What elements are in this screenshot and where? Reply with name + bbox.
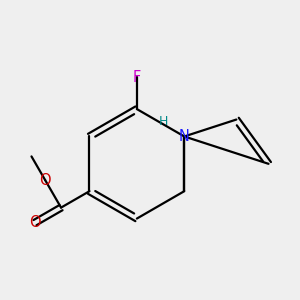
Text: O: O [39,172,51,188]
Text: H: H [158,115,168,128]
Text: O: O [29,215,41,230]
Text: F: F [133,70,141,85]
Text: N: N [179,129,190,144]
